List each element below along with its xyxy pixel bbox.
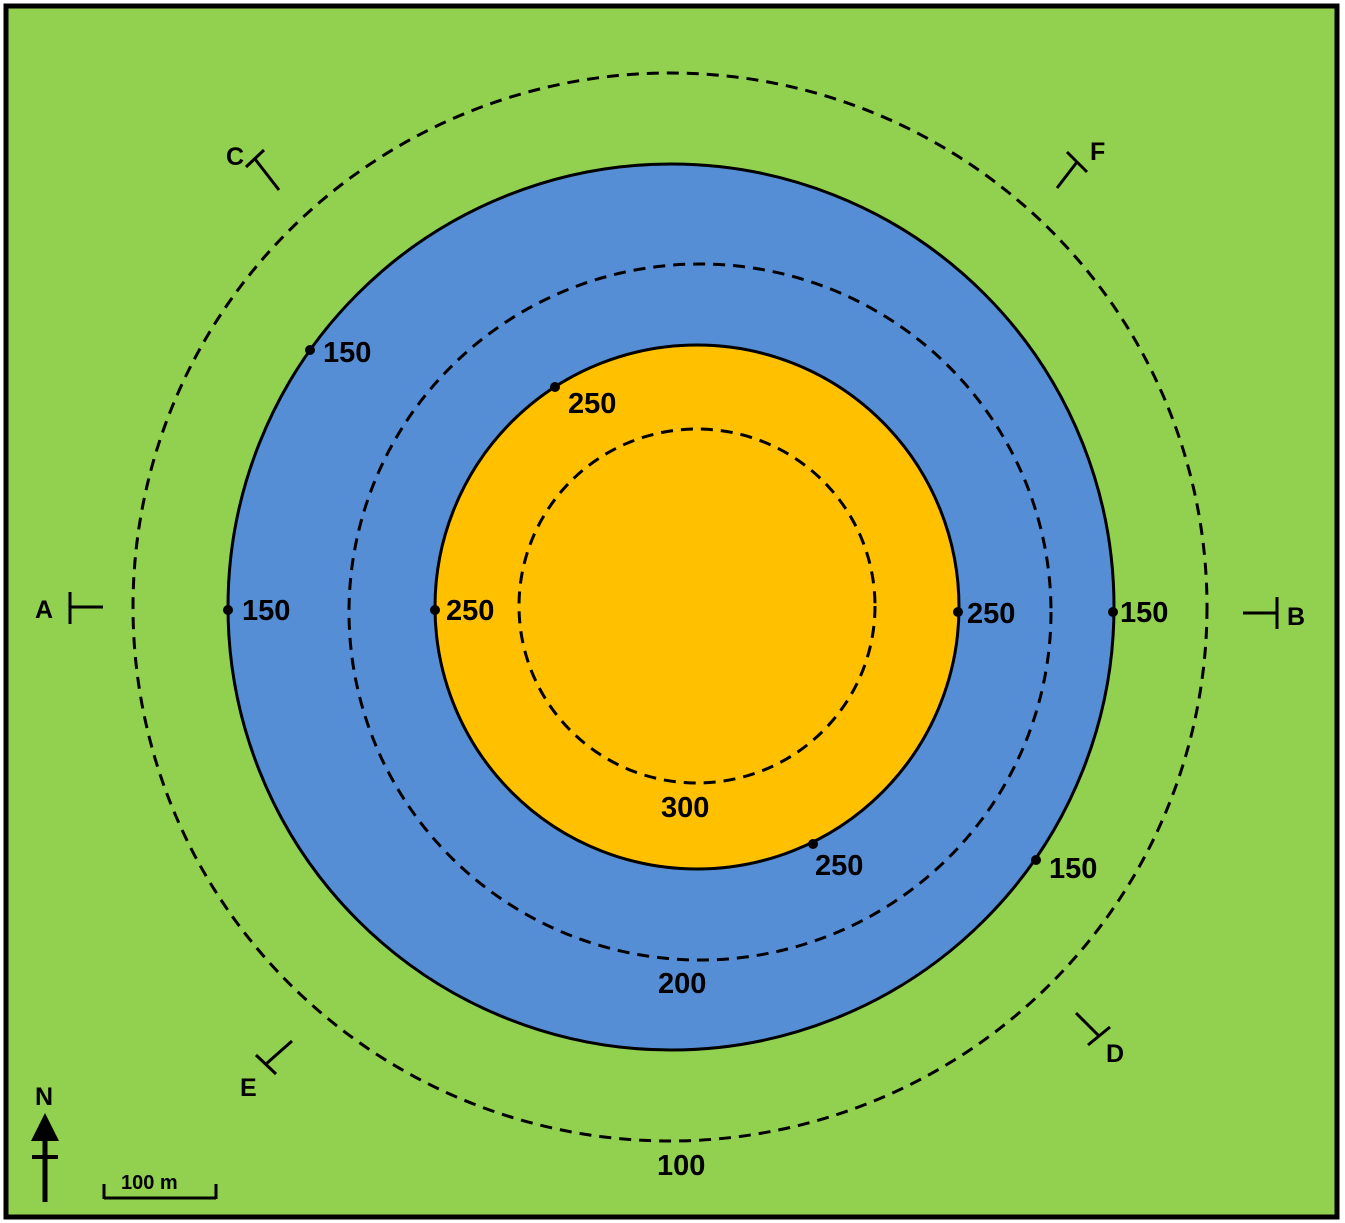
point-150-w [223,605,233,615]
section-marker-c [244,148,281,191]
section-marker-d [1074,1011,1111,1047]
scale-bar-label: 100 m [121,1172,178,1194]
label-150-w: 150 [242,595,290,627]
section-label-d: D [1106,1040,1124,1068]
section-label-c: C [226,143,244,171]
point-250-s [808,839,818,849]
section-marker-b [1243,597,1279,629]
section-label-a: A [35,596,53,624]
point-150-se [1031,855,1041,865]
contour-100-dashed [131,71,1209,1143]
point-150-e [1108,607,1118,617]
north-arrow-icon [31,1113,59,1202]
label-150-e: 150 [1120,597,1168,629]
section-label-b: B [1287,603,1305,631]
label-150-nw: 150 [323,337,371,369]
label-150-se: 150 [1049,853,1097,885]
section-marker-f [1055,150,1089,189]
section-label-f: F [1090,138,1105,166]
section-marker-a [68,592,103,624]
label-100: 100 [657,1150,705,1182]
label-250-w: 250 [446,595,494,627]
zone-250-boundary [433,343,961,871]
point-250-n [550,382,560,392]
point-150-nw [305,345,315,355]
section-label-e: E [240,1074,257,1102]
contour-200-dashed [347,262,1053,962]
point-250-e [953,607,963,617]
point-250-w [430,605,440,615]
section-marker-e [254,1039,293,1076]
contour-300-dashed [517,427,877,785]
label-250-s: 250 [815,850,863,882]
label-300: 300 [661,792,709,824]
label-200: 200 [658,968,706,1000]
label-250-n: 250 [568,388,616,420]
scale-bar [102,1184,218,1200]
label-250-e: 250 [967,598,1015,630]
north-label: N [35,1083,53,1111]
